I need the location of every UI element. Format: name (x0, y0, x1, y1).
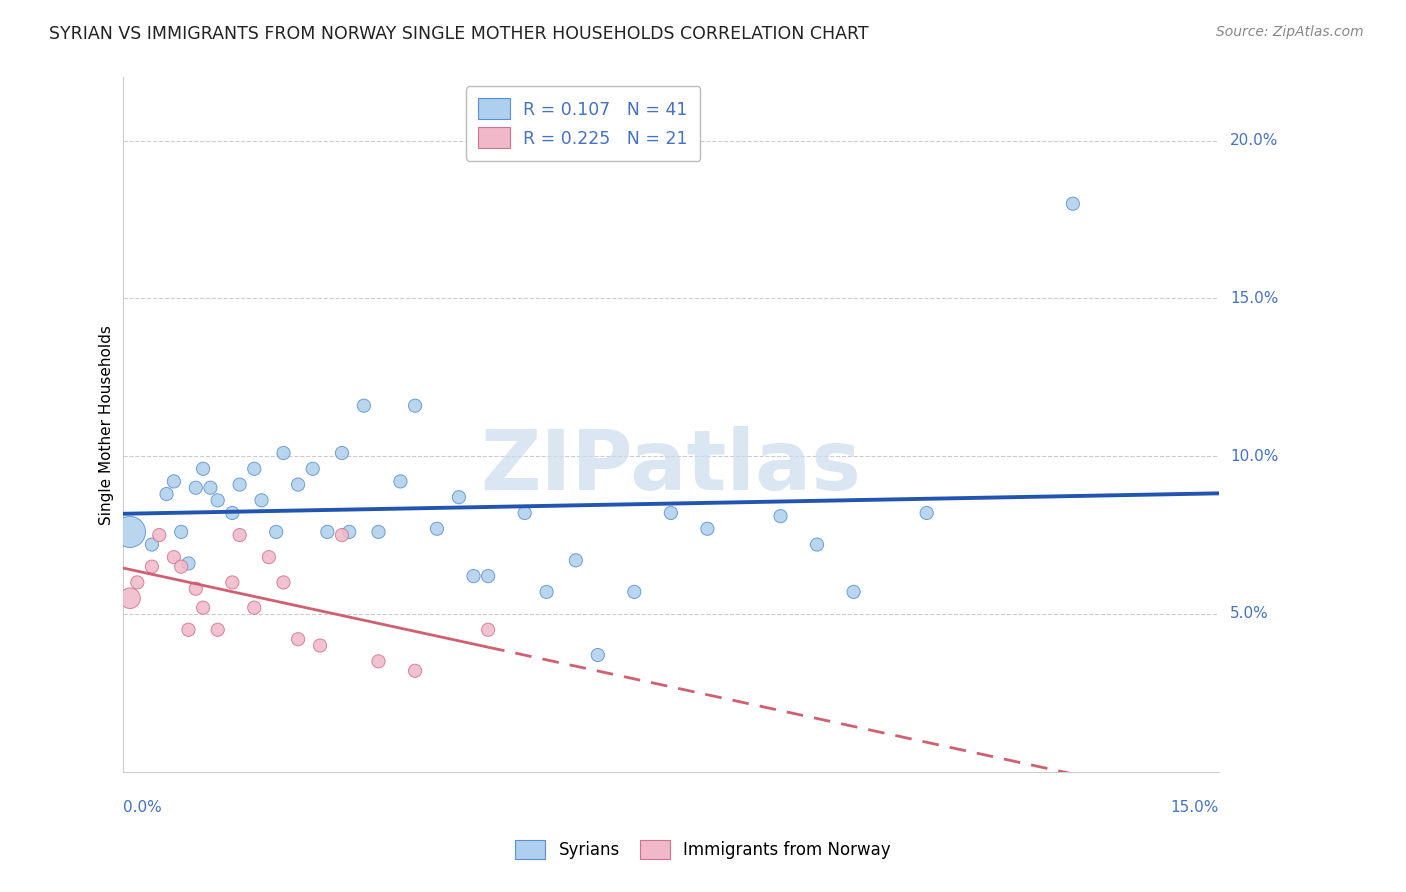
Text: 20.0%: 20.0% (1230, 133, 1278, 148)
Point (316, 524, 339, 539)
Text: 0.0%: 0.0% (122, 799, 162, 814)
Point (141, 559, 163, 574)
Point (257, 550, 280, 565)
Point (426, 522, 449, 536)
Legend: R = 0.107   N = 41, R = 0.225   N = 21: R = 0.107 N = 41, R = 0.225 N = 21 (467, 87, 700, 161)
Point (170, 524, 193, 539)
Point (163, 475, 186, 489)
Point (191, 600, 214, 615)
Point (915, 506, 938, 520)
Text: 10.0%: 10.0% (1230, 449, 1278, 464)
Text: 15.0%: 15.0% (1230, 291, 1278, 306)
Point (309, 639, 332, 653)
Point (177, 557, 200, 571)
Point (586, 648, 609, 662)
Point (301, 462, 323, 476)
Point (367, 524, 389, 539)
Text: 15.0%: 15.0% (1171, 799, 1219, 814)
Point (330, 446, 353, 460)
Text: Source: ZipAtlas.com: Source: ZipAtlas.com (1216, 25, 1364, 39)
Point (287, 477, 309, 491)
Point (273, 446, 295, 460)
Point (806, 537, 828, 551)
Text: ZIPatlas: ZIPatlas (481, 425, 862, 507)
Point (118, 591, 141, 606)
Point (330, 528, 353, 542)
Point (191, 462, 214, 476)
Point (177, 623, 200, 637)
Point (184, 481, 207, 495)
Point (264, 524, 287, 539)
Point (207, 493, 229, 508)
Point (207, 623, 229, 637)
Point (477, 569, 499, 583)
Point (623, 585, 645, 599)
Text: 5.0%: 5.0% (1230, 607, 1268, 622)
Point (337, 524, 360, 539)
Point (148, 528, 170, 542)
Point (273, 575, 295, 590)
Point (513, 506, 536, 520)
Point (250, 493, 273, 508)
Point (243, 600, 266, 615)
Point (228, 477, 250, 491)
Point (200, 481, 222, 495)
Point (170, 559, 193, 574)
Point (228, 528, 250, 542)
Point (696, 522, 718, 536)
Point (659, 506, 682, 520)
Point (404, 399, 426, 413)
Point (447, 490, 470, 504)
Point (353, 399, 375, 413)
Text: SYRIAN VS IMMIGRANTS FROM NORWAY SINGLE MOTHER HOUSEHOLDS CORRELATION CHART: SYRIAN VS IMMIGRANTS FROM NORWAY SINGLE … (49, 25, 869, 43)
Point (155, 487, 177, 501)
Point (536, 585, 558, 599)
Point (221, 506, 243, 520)
Point (477, 623, 499, 637)
Point (163, 550, 186, 565)
Point (141, 537, 163, 551)
Point (184, 582, 207, 596)
Point (769, 509, 792, 524)
Point (1062, 196, 1084, 211)
Point (463, 569, 485, 583)
Legend: Syrians, Immigrants from Norway: Syrians, Immigrants from Norway (508, 831, 898, 868)
Y-axis label: Single Mother Households: Single Mother Households (100, 325, 114, 524)
Point (389, 475, 412, 489)
Point (367, 654, 389, 668)
Point (287, 632, 309, 647)
Point (842, 585, 865, 599)
Point (127, 575, 149, 590)
Point (118, 524, 141, 539)
Point (221, 575, 243, 590)
Point (565, 553, 588, 567)
Point (243, 462, 266, 476)
Point (404, 664, 426, 678)
